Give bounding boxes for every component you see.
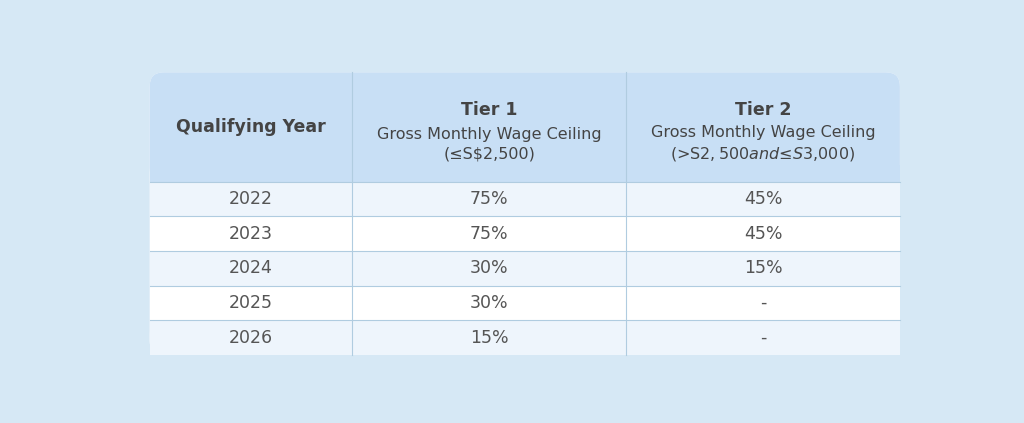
FancyBboxPatch shape [150, 72, 900, 181]
Text: 2026: 2026 [229, 329, 273, 346]
Text: 2022: 2022 [229, 190, 273, 208]
Bar [150, 320, 900, 338]
Text: 30%: 30% [470, 259, 509, 277]
FancyBboxPatch shape [150, 320, 900, 355]
Text: 2024: 2024 [229, 259, 273, 277]
Text: Tier 2: Tier 2 [735, 101, 792, 119]
Text: Qualifying Year: Qualifying Year [176, 118, 326, 136]
Text: 2025: 2025 [229, 294, 273, 312]
Text: Tier 1: Tier 1 [461, 101, 517, 119]
Bar [150, 165, 900, 181]
Text: 45%: 45% [743, 225, 782, 243]
Text: 2023: 2023 [229, 225, 273, 243]
Bar [150, 286, 900, 320]
Text: 75%: 75% [470, 225, 509, 243]
Bar [150, 216, 900, 251]
Bar [150, 320, 900, 355]
Bar [150, 251, 900, 286]
Text: 15%: 15% [743, 259, 782, 277]
Text: -: - [760, 329, 766, 346]
FancyBboxPatch shape [150, 72, 900, 355]
Text: -: - [760, 294, 766, 312]
Bar [150, 181, 900, 216]
Text: 75%: 75% [470, 190, 509, 208]
Text: 30%: 30% [470, 294, 509, 312]
Text: Gross Monthly Wage Ceiling
(≤S$2,500): Gross Monthly Wage Ceiling (≤S$2,500) [377, 126, 601, 161]
Text: 45%: 45% [743, 190, 782, 208]
Text: Gross Monthly Wage Ceiling
(>S$2,500 and ≤S$3,000): Gross Monthly Wage Ceiling (>S$2,500 and… [650, 125, 876, 163]
Text: 15%: 15% [470, 329, 509, 346]
